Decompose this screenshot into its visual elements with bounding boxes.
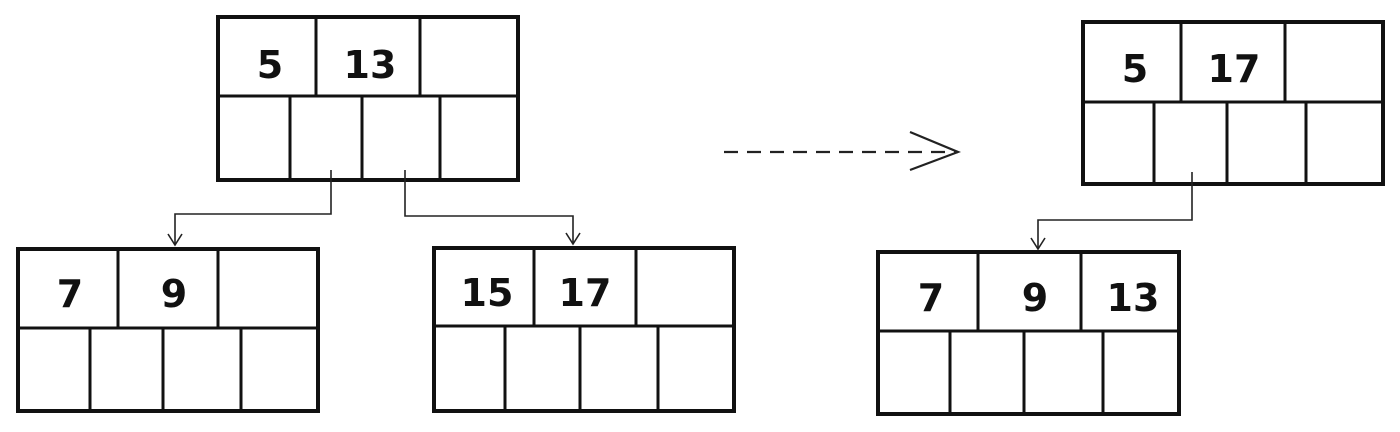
arrowhead-icon [565,232,581,246]
arrowhead-icon [1030,237,1046,251]
after-link [1030,172,1193,251]
transition-arrow [724,130,961,172]
before-right-child-key-2: 17 [559,271,612,315]
before-link-right [404,170,581,246]
before-right-child-key-1: 15 [461,271,514,315]
arrow-head-icon [909,130,961,172]
before-left-child-key-1: 7 [57,272,83,316]
before-left-child-key-2: 9 [161,272,187,316]
arrowhead-icon [167,233,183,247]
before-link-left [167,170,332,247]
after-child-key-2: 9 [1022,276,1048,320]
after-child-key-3: 13 [1107,276,1160,320]
after-root-node: 5 17 [1081,20,1385,186]
before-root-key-1: 5 [257,43,283,87]
after-child-key-1: 7 [918,276,944,320]
after-root-key-1: 5 [1122,47,1148,91]
before-right-child-node: 15 17 [432,246,736,413]
before-left-child-node: 7 9 [16,247,320,413]
after-child-node: 7 9 13 [876,250,1181,416]
before-root-node: 5 13 [216,15,520,182]
before-root-key-2: 13 [344,43,397,87]
after-root-key-2: 17 [1208,47,1261,91]
